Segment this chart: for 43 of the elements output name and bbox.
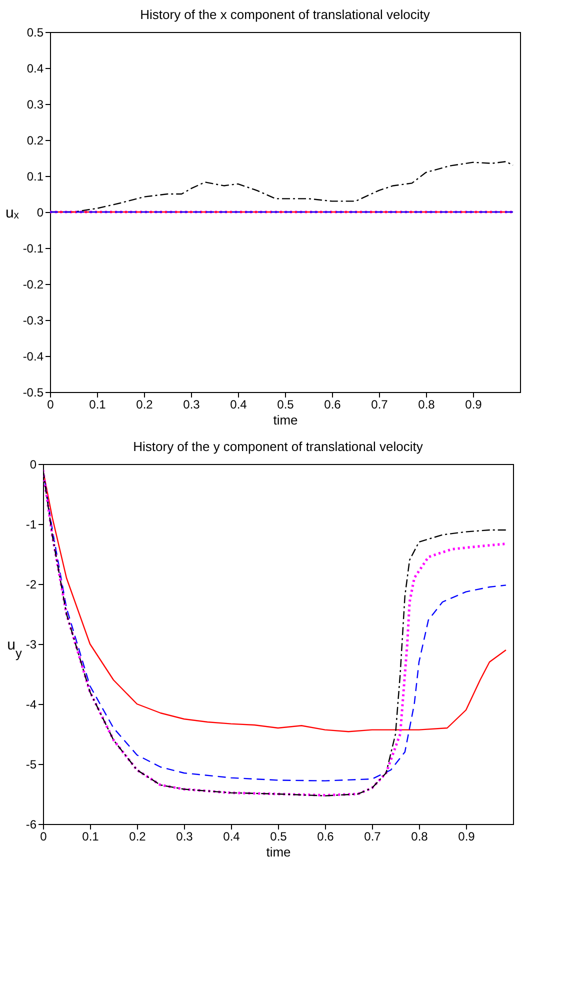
chart-title: History of the x component of translational velocity [140,7,430,22]
x-tick-label: 0 [47,398,54,412]
y-tick-label: -0.5 [22,386,44,400]
y-tick-label: 0.4 [26,62,44,76]
x-axis-title: time [266,844,291,860]
y-tick-label: -3 [26,638,37,652]
x-tick-label: 0.1 [89,398,106,412]
y-tick-label: 0.5 [26,26,44,40]
y-tick-label: -5 [26,758,37,772]
y-tick-label: -2 [26,578,37,592]
x-tick-label: 0.2 [136,398,154,412]
x-tick-label: 0.5 [277,398,294,412]
y-tick-label: -0.3 [22,314,44,328]
y-tick-label: -4 [26,698,37,712]
x-tick-label: 0.4 [230,398,248,412]
y-tick-label: -6 [26,818,37,832]
x-tick-label: 0.8 [411,830,428,844]
x-tick-label: 0.6 [324,398,342,412]
x-tick-label: 0.3 [176,830,194,844]
y-tick-label: 0.1 [26,170,44,184]
chart-title: History of the y component of translational velocity [133,439,424,454]
y-tick-label: -0.2 [22,278,44,292]
y-tick-label: -1 [26,518,37,532]
y-tick-label: 0.3 [26,98,44,112]
x-tick-label: 0.5 [270,830,288,844]
x-axis-title: time [273,412,298,428]
y-tick-label: 0.2 [26,134,44,148]
x-tick-label: 0.7 [364,830,382,844]
y-axis-title: u$_{y}$ [7,636,22,660]
x-tick-label: 0.8 [418,398,436,412]
y-tick-label: 0 [36,206,44,220]
x-tick-label: 0.1 [82,830,100,844]
x-tick-label: 0.4 [223,830,240,844]
y-tick-label: 0 [30,458,37,472]
x-tick-label: 0.7 [371,398,388,412]
x-tick-label: 0.9 [465,398,482,412]
x-tick-label: 0.2 [129,830,146,844]
y-axis-title: uₓ [6,204,19,222]
y-tick-label: -0.4 [22,350,44,364]
x-tick-label: 0.3 [183,398,200,412]
x-tick-label: 0.9 [458,830,476,844]
y-tick-label: -0.1 [22,242,44,256]
x-tick-label: 0.6 [317,830,334,844]
